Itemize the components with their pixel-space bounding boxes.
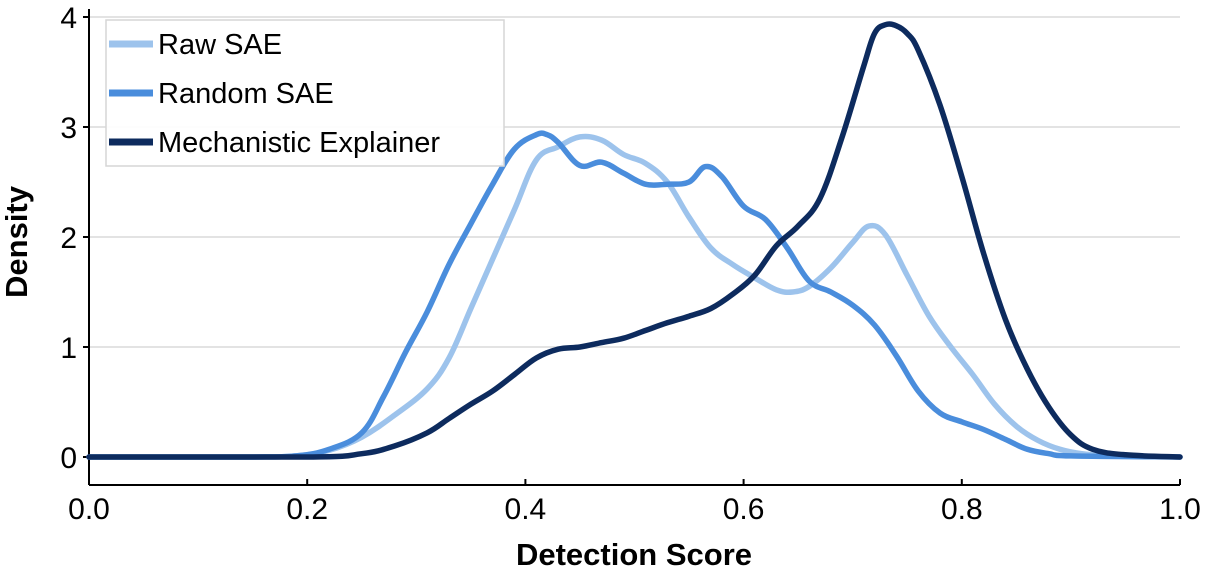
y-tick-label: 3 <box>60 112 77 145</box>
y-tick-label: 0 <box>60 442 77 475</box>
x-tick-label: 1.0 <box>1159 493 1201 526</box>
series-line-random-sae <box>86 130 1183 460</box>
series-layer <box>86 21 1183 460</box>
x-tick-label: 0.4 <box>505 493 547 526</box>
legend-box <box>105 19 505 167</box>
x-tick-label: 0.2 <box>286 493 328 526</box>
y-tick-label: 1 <box>60 332 77 365</box>
x-tick-label: 0.6 <box>723 493 765 526</box>
y-tick-label: 2 <box>60 222 77 255</box>
series-line-raw-sae <box>86 133 1183 460</box>
legend-label-raw-sae: Raw SAE <box>158 29 282 61</box>
axes-layer: 0 1 2 3 4 0.0 0.2 0.4 0.6 0.8 1.0 <box>60 2 1201 526</box>
x-axis-title: Detection Score <box>516 537 752 572</box>
legend: Raw SAE Random SAE Mechanistic Explainer <box>105 19 505 167</box>
x-tick-label: 0.0 <box>68 493 110 526</box>
y-axis-title: Density <box>0 185 34 298</box>
y-tick-label: 4 <box>60 2 77 35</box>
legend-label-mechanistic-explainer: Mechanistic Explainer <box>158 127 440 159</box>
x-tick-label: 0.8 <box>941 493 983 526</box>
legend-label-random-sae: Random SAE <box>158 78 334 110</box>
series-line-mechanistic-explainer <box>86 21 1183 460</box>
